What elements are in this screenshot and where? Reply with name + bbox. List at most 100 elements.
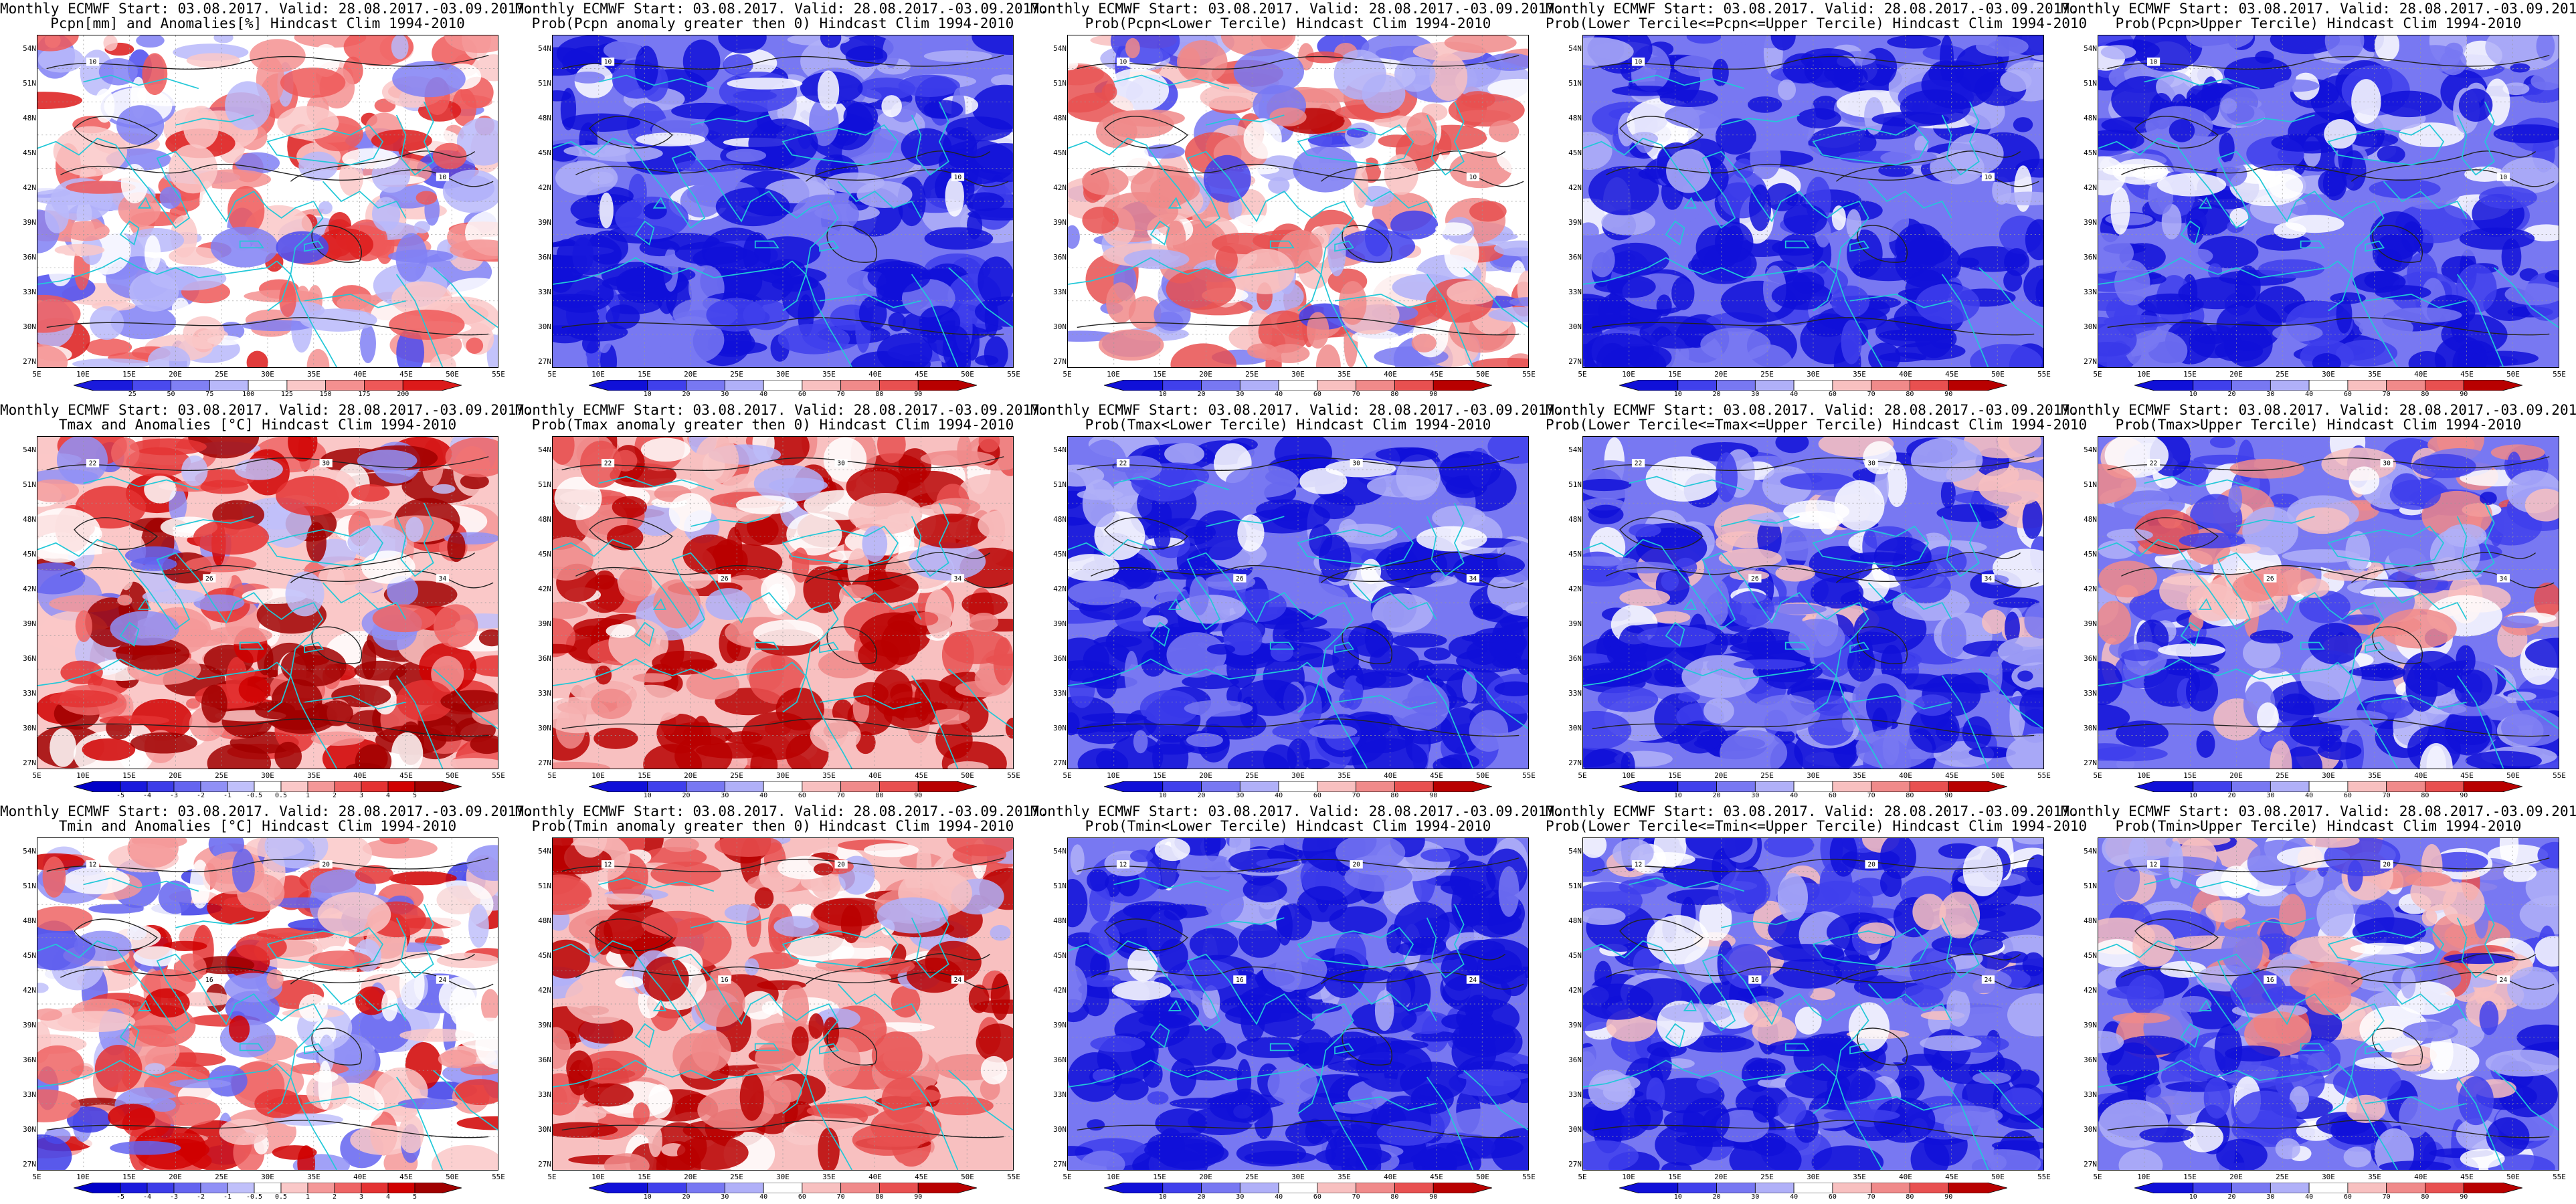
latitude-label: 48N [538, 114, 551, 122]
colorbar-swatch [2386, 380, 2425, 391]
colorbar-tick-label: 0.5 [274, 1193, 288, 1201]
longitude-label: 45E [915, 1173, 928, 1181]
map-panel: Monthly ECMWF Start: 03.08.2017. Valid: … [2061, 0, 2576, 401]
contour-label: 12 [1119, 862, 1127, 869]
map-panel: Monthly ECMWF Start: 03.08.2017. Valid: … [0, 0, 533, 401]
longitude-label: 30E [1807, 1173, 1820, 1181]
latitude-label: 48N [1568, 515, 1582, 524]
latitude-label: 42N [1568, 585, 1582, 593]
latitude-label: 51N [1053, 480, 1067, 489]
contour-label: 26 [1751, 575, 1759, 583]
colorbar-swatch [2270, 781, 2310, 792]
colorbar-swatch [1754, 781, 1795, 792]
contour-label: 10 [604, 59, 612, 66]
colorbar-tick-label: 40 [1790, 391, 1799, 398]
colorbar-tick-label: 90 [914, 1193, 923, 1201]
colorbar-tick-label: 60 [2343, 391, 2352, 398]
longitude-label: 50E [446, 1173, 459, 1181]
longitude-label: 20E [1199, 370, 1212, 379]
colorbar-tick-label: -0.5 [246, 792, 263, 799]
latitude-label: 42N [2084, 585, 2097, 593]
colorbar-swatch [686, 1183, 725, 1193]
colorbar-tick-label: 200 [397, 391, 409, 398]
colorbar-tick-label: 80 [875, 391, 884, 398]
latitude-label: 45N [1053, 550, 1067, 559]
colorbar-tick-label: 80 [2421, 792, 2429, 799]
colorbar-swatch [1871, 380, 1910, 391]
colorbar-swatch [1317, 380, 1357, 391]
longitude-label: 30E [1291, 370, 1305, 379]
longitude-label: 15E [1668, 370, 1681, 379]
latitude-label: 30N [23, 322, 36, 331]
latitude-label: 54N [1568, 847, 1582, 856]
colorbar-tick-label: 20 [1712, 1193, 1721, 1201]
colorbar-swatch [209, 380, 249, 391]
longitude-label: 55E [492, 1173, 505, 1181]
colorbar-swatch [2231, 1183, 2271, 1193]
longitude-label: 5E [547, 1173, 557, 1181]
colorbar-swatch [2386, 1183, 2425, 1193]
latitude-label: 45N [1568, 550, 1582, 559]
contour-label: 10 [1985, 174, 1993, 181]
panel-title: Prob(Tmin>Upper Tercile) Hindcast Clim 1… [2115, 818, 2522, 834]
colorbar-tick-label: 40 [1790, 1193, 1799, 1201]
colorbar-tick-label: 70 [1867, 391, 1875, 398]
colorbar-tick-label: 4 [385, 792, 391, 799]
panel-title: Prob(Lower Tercile<=Pcpn<=Upper Tercile)… [1546, 15, 2088, 31]
latitude-label: 33N [1053, 1090, 1067, 1099]
colorbar-tick-label: 60 [1313, 792, 1321, 799]
latitude-label: 48N [1568, 114, 1582, 122]
colorbar-swatch [1239, 1183, 1279, 1193]
colorbar-swatch [334, 1183, 362, 1193]
longitude-label: 25E [730, 370, 743, 379]
latitude-label: 51N [1568, 79, 1582, 88]
contour-label: 12 [89, 862, 97, 869]
colorbar-swatch [724, 380, 764, 391]
latitude-label: 51N [538, 79, 551, 88]
colorbar-swatch [2308, 781, 2349, 792]
latitude-label: 42N [1053, 986, 1067, 995]
longitude-label: 10E [1107, 771, 1120, 780]
colorbar-swatch [2347, 380, 2387, 391]
panel-header: Monthly ECMWF Start: 03.08.2017. Valid: … [1030, 803, 1564, 819]
colorbar-tick-label: 60 [1828, 1193, 1837, 1201]
colorbar-tick-label: 2 [332, 792, 337, 799]
colorbar: 10 20 30 40 60 70 80 90 [1619, 380, 2007, 399]
colorbar-tick-label: 40 [1275, 391, 1283, 398]
forecast-field-map: 12 16 20 24 [1582, 837, 2044, 1171]
longitude-label: 15E [122, 1173, 136, 1181]
longitude-label: 55E [2037, 370, 2051, 379]
latitude-label: 30N [1568, 1125, 1582, 1134]
panel-header: Monthly ECMWF Start: 03.08.2017. Valid: … [2061, 402, 2576, 418]
latitude-label: 45N [538, 148, 551, 157]
latitude-label: 45N [23, 148, 36, 157]
latitude-label: 54N [1053, 44, 1067, 53]
latitude-label: 54N [1053, 847, 1067, 856]
longitude-label: 25E [215, 771, 228, 780]
colorbar-swatch [2386, 781, 2425, 792]
colorbar-tick-label: -2 [196, 1193, 205, 1201]
colorbar: 25 50 75 100 125 150 175 200 [74, 380, 462, 399]
longitude-label: 50E [1991, 370, 2005, 379]
longitude-label: 55E [2037, 771, 2051, 780]
longitude-label: 35E [822, 1173, 836, 1181]
latitude-label: 39N [538, 619, 551, 628]
latitude-label: 27N [2084, 357, 2097, 366]
colorbar-swatch [1394, 1183, 1434, 1193]
contour-label: 30 [2383, 460, 2391, 468]
latitude-label: 30N [2084, 1125, 2097, 1134]
panel-header: Monthly ECMWF Start: 03.08.2017. Valid: … [2061, 1, 2576, 17]
latitude-label: 51N [1053, 79, 1067, 88]
colorbar-tick-label: 20 [1197, 1193, 1206, 1201]
colorbar-swatch [325, 380, 365, 391]
longitude-label: 50E [446, 771, 459, 780]
longitude-label: 35E [1338, 370, 1351, 379]
colorbar-swatch [1317, 781, 1357, 792]
longitude-label: 10E [2137, 1173, 2150, 1181]
colorbar-tick-label: 90 [1429, 391, 1438, 398]
colorbar-swatch [227, 781, 255, 792]
contour-label: 22 [1635, 460, 1643, 468]
colorbar-tick-label: 10 [2189, 1193, 2197, 1201]
longitude-label: 15E [122, 771, 136, 780]
